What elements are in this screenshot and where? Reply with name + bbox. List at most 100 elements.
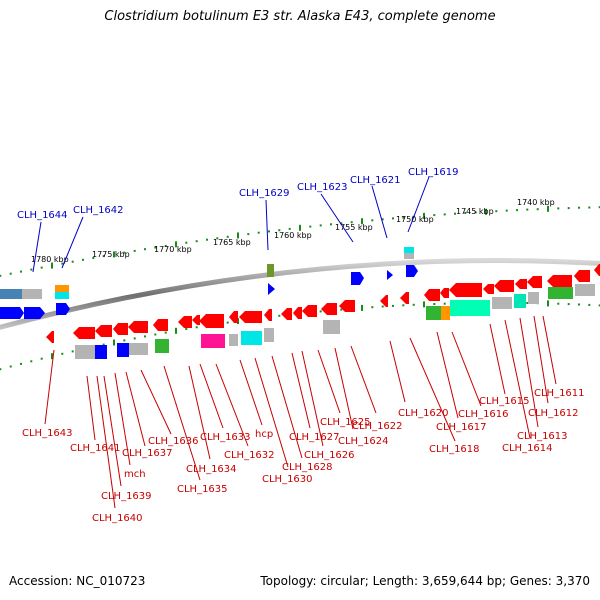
reverse-gene-arrow[interactable] (574, 270, 590, 282)
major-tick (361, 218, 363, 225)
gene-label[interactable]: CLH_1613 (517, 431, 568, 442)
gene-label[interactable]: CLH_1640 (92, 513, 143, 524)
minor-tick (102, 255, 105, 258)
reverse-gene-arrow[interactable] (380, 295, 388, 307)
lower-gene-labels: CLH_1643 CLH_1641 CLH_1639 CLH_1640 mch … (22, 315, 585, 524)
gene-label[interactable]: CLH_1642 (73, 205, 124, 216)
leader-line (215, 363, 249, 447)
forward-gene-arrow[interactable] (387, 270, 393, 280)
gene-label[interactable]: CLH_1632 (224, 450, 275, 461)
gene-label[interactable]: CLH_1612 (528, 408, 579, 419)
gene-label[interactable]: CLH_1634 (186, 464, 237, 475)
minor-tick (268, 230, 270, 233)
minor-tick (185, 328, 188, 330)
major-tick (113, 339, 115, 346)
gene-label[interactable]: CLH_1630 (262, 474, 313, 485)
reverse-gene-arrow[interactable] (229, 311, 238, 323)
gene-label[interactable]: mch (124, 469, 146, 480)
kbp-label: 1760 kbp (274, 231, 312, 240)
gene-label[interactable]: CLH_1618 (429, 444, 480, 455)
gene-label[interactable]: CLH_1644 (17, 210, 68, 221)
reverse-gene-arrow[interactable] (46, 331, 54, 343)
reverse-gene-arrow[interactable] (153, 319, 168, 331)
gene-feature (426, 306, 441, 320)
gene-feature (575, 284, 595, 296)
gene-label[interactable]: CLH_1616 (458, 409, 509, 420)
gene-label[interactable]: CLH_1639 (101, 491, 152, 502)
gene-label[interactable]: CLH_1620 (398, 408, 449, 419)
leader-line (163, 365, 201, 481)
reverse-gene-arrow[interactable] (178, 316, 192, 328)
reverse-gene-arrow[interactable] (264, 309, 272, 321)
gene-label[interactable]: CLH_1621 (350, 175, 401, 186)
gene-label[interactable]: CLH_1624 (338, 436, 389, 447)
gene-label[interactable]: CLH_1627 (289, 432, 340, 443)
minor-tick (288, 227, 291, 230)
reverse-gene-arrow[interactable] (483, 284, 494, 294)
reverse-gene-arrow[interactable] (73, 327, 95, 339)
forward-gene-arrow[interactable] (406, 265, 418, 277)
gene-label[interactable]: CLH_1635 (177, 484, 228, 495)
reverse-gene-arrow[interactable] (293, 307, 302, 319)
forward-gene-arrow[interactable] (56, 303, 70, 315)
gene-label[interactable]: CLH_1633 (200, 432, 251, 443)
reverse-gene-arrow[interactable] (302, 305, 317, 317)
minor-tick (319, 310, 322, 313)
reverse-gene-arrow[interactable] (199, 314, 224, 328)
reverse-gene-arrow[interactable] (339, 300, 355, 312)
gene-label[interactable]: CLH_1637 (122, 448, 173, 459)
gene-label[interactable]: hcp (255, 429, 273, 440)
major-tick (51, 262, 53, 269)
reverse-gene-arrow[interactable] (547, 275, 572, 287)
gene-label[interactable]: CLH_1628 (282, 462, 333, 473)
reverse-gene-arrow[interactable] (440, 288, 449, 298)
reverse-gene-arrow[interactable] (281, 308, 292, 320)
forward-gene-arrow[interactable] (351, 272, 364, 285)
reverse-gene-arrow[interactable] (239, 311, 262, 323)
minor-tick (40, 357, 43, 360)
gene-label[interactable]: CLH_1622 (352, 421, 403, 432)
reverse-gene-arrow[interactable] (95, 325, 112, 337)
reverse-gene-arrow[interactable] (113, 323, 128, 335)
gene-label[interactable]: CLH_1626 (304, 450, 355, 461)
reverse-gene-arrow[interactable] (192, 315, 200, 325)
gene-feature (267, 264, 274, 277)
gene-label[interactable]: CLH_1636 (148, 436, 199, 447)
gene-label[interactable]: CLH_1615 (479, 396, 530, 407)
leader-line (86, 375, 96, 441)
minor-tick (144, 335, 146, 338)
gene-label[interactable]: CLH_1623 (297, 182, 348, 193)
minor-tick (144, 248, 146, 251)
leader-line (239, 359, 263, 426)
reverse-gene-arrow[interactable] (424, 289, 440, 301)
reverse-gene-arrow[interactable] (594, 264, 600, 276)
gene-feature (155, 339, 169, 353)
gene-label[interactable]: CLH_1643 (22, 428, 73, 439)
gene-label[interactable]: CLH_1614 (502, 443, 553, 454)
gene-label[interactable]: CLH_1617 (436, 422, 487, 433)
gene-label[interactable]: CLH_1611 (534, 388, 585, 399)
reverse-gene-arrow[interactable] (449, 283, 482, 297)
reverse-gene-arrow[interactable] (494, 280, 514, 292)
reverse-gene-arrow[interactable] (128, 321, 148, 333)
leader-line (265, 199, 269, 251)
gene-label[interactable]: CLH_1625 (320, 417, 371, 428)
minor-tick (20, 362, 22, 365)
gene-feature (450, 300, 490, 316)
minor-tick (133, 249, 136, 252)
minor-tick (133, 337, 136, 340)
kbp-label: 1770 kbp (154, 245, 192, 254)
gene-label[interactable]: CLH_1641 (70, 443, 121, 454)
reverse-gene-arrow[interactable] (515, 279, 527, 289)
minor-tick (20, 270, 22, 273)
reverse-gene-arrow[interactable] (527, 276, 542, 288)
gene-label[interactable]: CLH_1629 (239, 188, 290, 199)
reverse-gene-arrow[interactable] (400, 292, 409, 304)
forward-gene-arrow[interactable] (268, 283, 275, 295)
gene-label[interactable]: CLH_1619 (408, 167, 459, 178)
forward-gene-arrow[interactable] (24, 307, 45, 319)
leader-line (44, 349, 55, 425)
forward-gene-arrow[interactable] (0, 307, 24, 319)
reverse-gene-arrow[interactable] (321, 303, 337, 315)
